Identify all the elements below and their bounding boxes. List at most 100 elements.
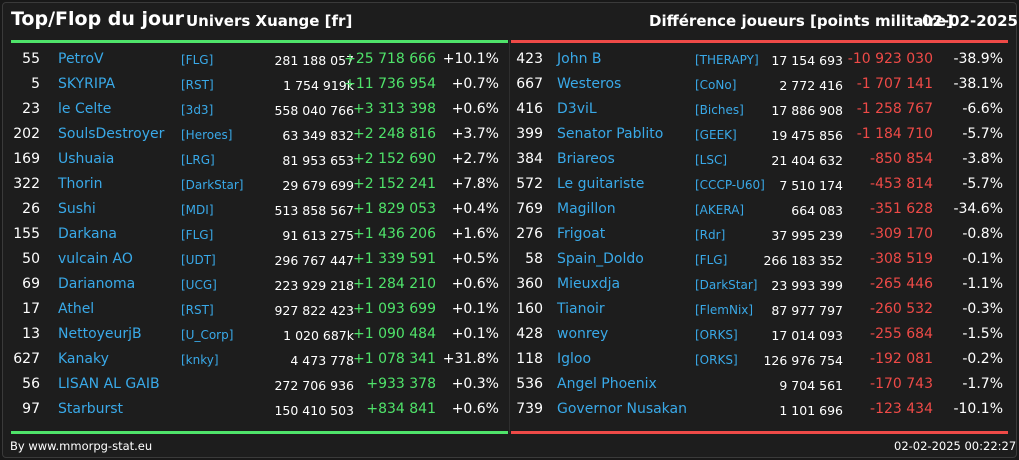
points-delta: +933 378 bbox=[366, 376, 436, 392]
alliance-tag-link[interactable]: [ORKS] bbox=[695, 328, 738, 342]
percent-change: -1.5% bbox=[962, 326, 1003, 342]
player-rank: 667 bbox=[516, 76, 543, 92]
alliance-tag-link[interactable]: [LRG] bbox=[181, 153, 215, 167]
player-rank: 536 bbox=[516, 376, 543, 392]
site-credit[interactable]: By www.mmorpg-stat.eu bbox=[10, 439, 153, 453]
player-name-link[interactable]: PetroV bbox=[58, 51, 104, 67]
player-name-link[interactable]: SKYRIPA bbox=[58, 76, 116, 92]
points-delta: +25 718 666 bbox=[344, 51, 436, 67]
military-points: 266 183 352 bbox=[763, 253, 843, 268]
generated-timestamp: 02-02-2025 00:22:27 bbox=[894, 439, 1017, 453]
top-divider-green bbox=[11, 40, 508, 43]
alliance-tag-link[interactable]: [FlemNix] bbox=[695, 303, 754, 317]
player-name-link[interactable]: NettoyeurjB bbox=[58, 326, 142, 342]
player-rank: 13 bbox=[22, 326, 40, 342]
percent-change: -38.1% bbox=[953, 76, 1003, 92]
military-points: 664 083 bbox=[791, 203, 843, 218]
player-rank: 384 bbox=[516, 151, 543, 167]
player-name-link[interactable]: Tianoir bbox=[557, 301, 605, 317]
alliance-tag-link[interactable]: [FLG] bbox=[181, 228, 214, 242]
player-rank: 97 bbox=[22, 401, 40, 417]
bottom-divider-red bbox=[511, 431, 1008, 434]
alliance-tag-link[interactable]: [RST] bbox=[181, 303, 214, 317]
percent-change: +1.6% bbox=[451, 226, 499, 242]
player-name-link[interactable]: Starburst bbox=[58, 401, 124, 417]
points-delta: -308 519 bbox=[870, 251, 933, 267]
player-name-link[interactable]: SoulsDestroyer bbox=[58, 126, 165, 142]
percent-change: -0.1% bbox=[962, 251, 1003, 267]
player-name-link[interactable]: Kanaky bbox=[58, 351, 109, 367]
alliance-tag-link[interactable]: [UCG] bbox=[181, 278, 217, 292]
player-name-link[interactable]: Igloo bbox=[557, 351, 592, 367]
player-rank: 428 bbox=[516, 326, 543, 342]
player-name-link[interactable]: Briareos bbox=[557, 151, 615, 167]
player-rank: 58 bbox=[525, 251, 543, 267]
alliance-tag-link[interactable]: [knky] bbox=[181, 353, 219, 367]
alliance-tag-link[interactable]: [GEEK] bbox=[695, 128, 737, 142]
player-name-link[interactable]: Spain_Doldo bbox=[557, 251, 644, 267]
military-points: 91 613 275 bbox=[282, 228, 354, 243]
alliance-tag-link[interactable]: [ORKS] bbox=[695, 353, 738, 367]
player-name-link[interactable]: Thorin bbox=[58, 176, 103, 192]
points-delta: +1 284 210 bbox=[353, 276, 436, 292]
player-name-link[interactable]: vulcain AO bbox=[58, 251, 133, 267]
player-name-link[interactable]: Darianoma bbox=[58, 276, 136, 292]
points-delta: -255 684 bbox=[870, 326, 933, 342]
points-delta: -192 081 bbox=[870, 351, 933, 367]
points-delta: -260 532 bbox=[870, 301, 933, 317]
military-points: 513 858 567 bbox=[274, 203, 354, 218]
alliance-tag-link[interactable]: [THERAPY] bbox=[695, 53, 759, 67]
player-rank: 56 bbox=[22, 376, 40, 392]
alliance-tag-link[interactable]: [FLG] bbox=[181, 53, 214, 67]
universe-label: Univers Xuange [fr] bbox=[186, 12, 353, 30]
player-name-link[interactable]: Darkana bbox=[58, 226, 118, 242]
player-name-link[interactable]: LISAN AL GAIB bbox=[58, 376, 160, 392]
alliance-tag-link[interactable]: [CoNo] bbox=[695, 78, 737, 92]
percent-change: -34.6% bbox=[953, 201, 1003, 217]
player-name-link[interactable]: Mieuxdja bbox=[557, 276, 621, 292]
military-points: 23 993 399 bbox=[771, 278, 843, 293]
player-name-link[interactable]: Frigoat bbox=[557, 226, 606, 242]
alliance-tag-link[interactable]: [CCCP-U60] bbox=[695, 178, 765, 192]
player-name-link[interactable]: John B bbox=[557, 51, 602, 67]
player-rank: 423 bbox=[516, 51, 543, 67]
player-name-link[interactable]: Westeros bbox=[557, 76, 622, 92]
alliance-tag-link[interactable]: [3d3] bbox=[181, 103, 214, 117]
alliance-tag-link[interactable]: [AKERA] bbox=[695, 203, 745, 217]
alliance-tag-link[interactable]: [FLG] bbox=[695, 253, 728, 267]
military-points: 272 706 936 bbox=[274, 378, 354, 393]
player-name-link[interactable]: le Celte bbox=[58, 101, 112, 117]
player-name-link[interactable]: Angel Phoenix bbox=[557, 376, 657, 392]
player-name-link[interactable]: Athel bbox=[58, 301, 95, 317]
player-name-link[interactable]: Le guitariste bbox=[557, 176, 645, 192]
military-points: 558 040 766 bbox=[274, 103, 354, 118]
player-rank: 572 bbox=[516, 176, 543, 192]
alliance-tag-link[interactable]: [Rdr] bbox=[695, 228, 726, 242]
alliance-tag-link[interactable]: [DarkStar] bbox=[181, 178, 244, 192]
alliance-tag-link[interactable]: [UDT] bbox=[181, 253, 216, 267]
alliance-tag-link[interactable]: [Biches] bbox=[695, 103, 744, 117]
points-delta: +3 313 398 bbox=[353, 101, 436, 117]
player-rank: 769 bbox=[516, 201, 543, 217]
player-name-link[interactable]: Senator Pablito bbox=[557, 126, 664, 142]
points-delta: -1 184 710 bbox=[856, 126, 933, 142]
alliance-tag-link[interactable]: [U_Corp] bbox=[181, 328, 234, 342]
player-name-link[interactable]: Magillon bbox=[557, 201, 616, 217]
player-name-link[interactable]: wonrey bbox=[557, 326, 609, 342]
player-rank: 202 bbox=[13, 126, 40, 142]
alliance-tag-link[interactable]: [RST] bbox=[181, 78, 214, 92]
military-points: 4 473 778 bbox=[290, 353, 354, 368]
percent-change: +0.6% bbox=[451, 276, 499, 292]
percent-change: +7.8% bbox=[451, 176, 499, 192]
player-name-link[interactable]: Sushi bbox=[58, 201, 96, 217]
alliance-tag-link[interactable]: [DarkStar] bbox=[695, 278, 758, 292]
percent-change: +0.4% bbox=[451, 201, 499, 217]
alliance-tag-link[interactable]: [LSC] bbox=[695, 153, 728, 167]
alliance-tag-link[interactable]: [Heroes] bbox=[181, 128, 233, 142]
player-name-link[interactable]: D3viL bbox=[557, 101, 597, 117]
military-points: 927 822 423 bbox=[274, 303, 354, 318]
player-name-link[interactable]: Ushuaia bbox=[58, 151, 115, 167]
military-points: 296 767 447 bbox=[274, 253, 354, 268]
player-name-link[interactable]: Governor Nusakan bbox=[557, 401, 687, 417]
alliance-tag-link[interactable]: [MDI] bbox=[181, 203, 214, 217]
